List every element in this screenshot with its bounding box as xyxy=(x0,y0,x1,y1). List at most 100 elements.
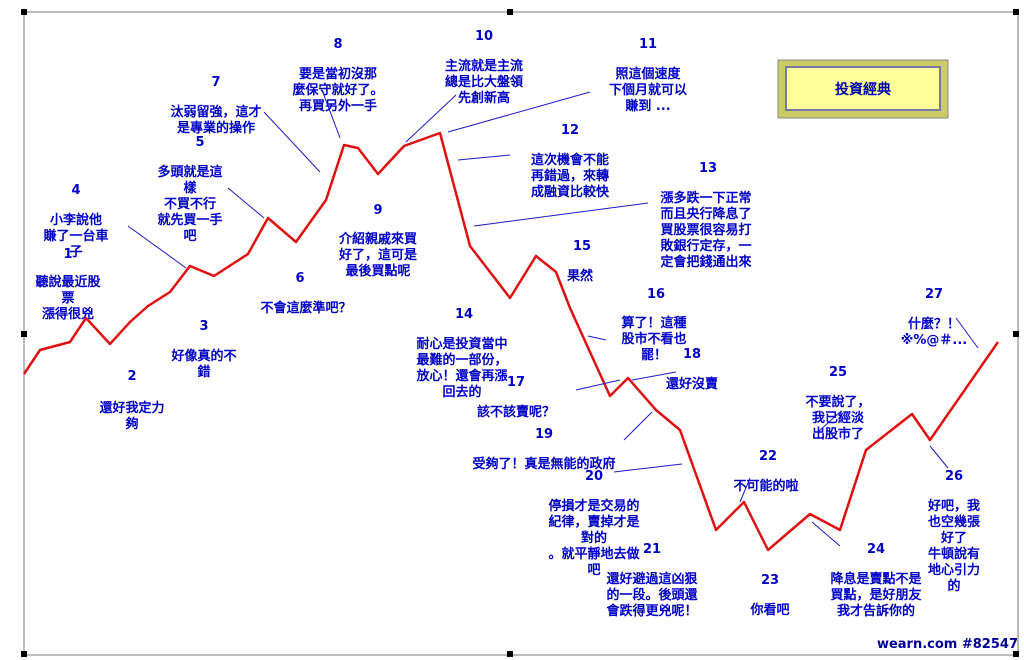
annotation-text-line: 不可能的啦 xyxy=(733,478,798,494)
annotation-text-line: 而且央行降息了 xyxy=(660,206,751,222)
annotation-text-line: 就先買一手 xyxy=(157,212,222,228)
annotation-text-line: 照這個速度 xyxy=(615,66,681,82)
resize-handle-ml[interactable] xyxy=(21,331,27,337)
annotation-text-line: 總是比大盤領 xyxy=(445,74,524,90)
annotation-number: 11 xyxy=(639,37,657,52)
annotation-text-line: 對的 xyxy=(581,530,607,546)
annotation-text-line: 還好我定力 xyxy=(99,400,164,416)
annotation-text-line: ※%@＃... xyxy=(901,333,967,348)
annotation-number: 24 xyxy=(867,542,885,557)
annotation-text-line: 的一段。後頭還 xyxy=(606,587,698,603)
annotation-19: 19 受夠了！真是無能的政府 xyxy=(472,427,615,472)
annotation-number: 15 xyxy=(573,239,591,254)
annotation-number: 5 xyxy=(195,135,204,150)
annotation-number: 16 xyxy=(647,287,665,302)
resize-handle-mr[interactable] xyxy=(1013,331,1019,337)
annotation-text-line: 成融資比較快 xyxy=(531,184,610,200)
annotation-number: 21 xyxy=(643,542,661,557)
footer-watermark: wearn.com #82547 xyxy=(877,637,1018,652)
annotation-6: 6 不會這麼準吧？ xyxy=(260,271,351,316)
annotation-text-line: 降息是賣點不是 xyxy=(830,571,922,587)
annotation-text-line: 什麼？！ xyxy=(908,316,960,332)
price-line xyxy=(22,131,1000,552)
annotation-text-line: 主流就是主流 xyxy=(445,58,523,74)
resize-handle-tm[interactable] xyxy=(507,9,513,15)
annotation-text-line: 最後買點呢 xyxy=(345,263,410,279)
annotation-number: 8 xyxy=(333,37,342,52)
annotation-text-line: 還好沒賣 xyxy=(666,376,719,392)
annotation-text-line: 麼保守就好了。 xyxy=(292,82,383,98)
resize-handle-br[interactable] xyxy=(1013,651,1019,657)
resize-handle-tl[interactable] xyxy=(21,9,27,15)
annotation-text-line: 要是當初沒那 xyxy=(299,66,377,82)
resize-handle-bm[interactable] xyxy=(507,651,513,657)
annotation-text-line: 賺到 ... xyxy=(625,98,670,114)
annotation-text-line: 算了！這種 xyxy=(621,315,686,331)
annotation-text-line: 受夠了！真是無能的政府 xyxy=(472,456,615,472)
annotation-number: 14 xyxy=(455,307,473,322)
resize-handle-bl[interactable] xyxy=(21,651,27,657)
annotation-15: 15 果然 xyxy=(566,239,593,284)
annotation-text-line: 該不該賣呢？ xyxy=(477,404,555,420)
annotation-text-line: 再買另外一手 xyxy=(299,98,377,114)
leader-lines xyxy=(127,89,979,547)
annotation-27: 27 什麼？！※%@＃... xyxy=(901,287,967,348)
annotation-text-line: 的 xyxy=(947,578,960,594)
annotation-number: 19 xyxy=(535,427,553,442)
annotation-text-line: 好吧，我 xyxy=(927,498,980,514)
annotation-text-line: 地心引力 xyxy=(928,562,980,578)
annotation-text-line: 吧 xyxy=(183,229,196,244)
annotation-number: 2 xyxy=(127,369,136,384)
annotation-number: 10 xyxy=(475,29,493,44)
annotation-text-line: 好像真的不 xyxy=(170,348,236,364)
annotation-text-line: 夠 xyxy=(125,416,138,432)
resize-handle-tr[interactable] xyxy=(1013,9,1019,15)
annotation-text-line: 漲得很兇 xyxy=(42,306,94,322)
annotation-text-line: 。就平靜地去做 xyxy=(548,546,639,562)
annotation-text-line: 好了，這可是 xyxy=(338,247,418,263)
annotation-17: 17 該不該賣呢？ xyxy=(477,375,555,420)
annotation-number: 3 xyxy=(199,319,208,334)
annotation-number: 22 xyxy=(759,449,777,464)
annotation-text-line: 買股票很容易打 xyxy=(660,222,751,238)
annotation-text-line: 不會這麼準吧？ xyxy=(260,300,351,316)
annotation-number: 25 xyxy=(829,365,847,380)
annotation-22: 22 不可能的啦 xyxy=(733,449,798,494)
annotation-number: 27 xyxy=(925,287,943,302)
annotation-23: 23 你看吧 xyxy=(749,573,789,618)
annotation-text-line: 漲多跌一下正常 xyxy=(660,190,751,206)
annotation-text-line: 聽說最近股 xyxy=(35,274,100,290)
annotation-number: 12 xyxy=(561,123,579,138)
annotation-text-line: 停損才是交易的 xyxy=(548,498,639,514)
annotation-number: 7 xyxy=(211,75,220,90)
annotation-text-line: 汰弱留強，這才 xyxy=(170,104,261,120)
annotation-text-line: 錯 xyxy=(197,364,210,380)
annotation-text-line: 先創新高 xyxy=(458,90,510,106)
annotation-text-line: 再錯過，來轉 xyxy=(531,168,609,184)
annotation-text-line: 好了 xyxy=(940,530,967,546)
annotation-text-line: 買點，是好朋友 xyxy=(830,587,921,603)
annotation-text-line: 這次機會不能 xyxy=(531,152,609,168)
annotation-text-line: 賺了一台車 xyxy=(43,228,108,244)
annotation-text-line: 吧 xyxy=(587,563,600,578)
annotation-number: 23 xyxy=(761,573,779,588)
annotation-text-line: 樣 xyxy=(183,180,197,196)
annotation-text-line: 下個月就可以 xyxy=(609,82,687,98)
annotation-text-line: 定會把錢通出來 xyxy=(659,254,752,270)
title-text: 投資經典 xyxy=(835,81,891,98)
